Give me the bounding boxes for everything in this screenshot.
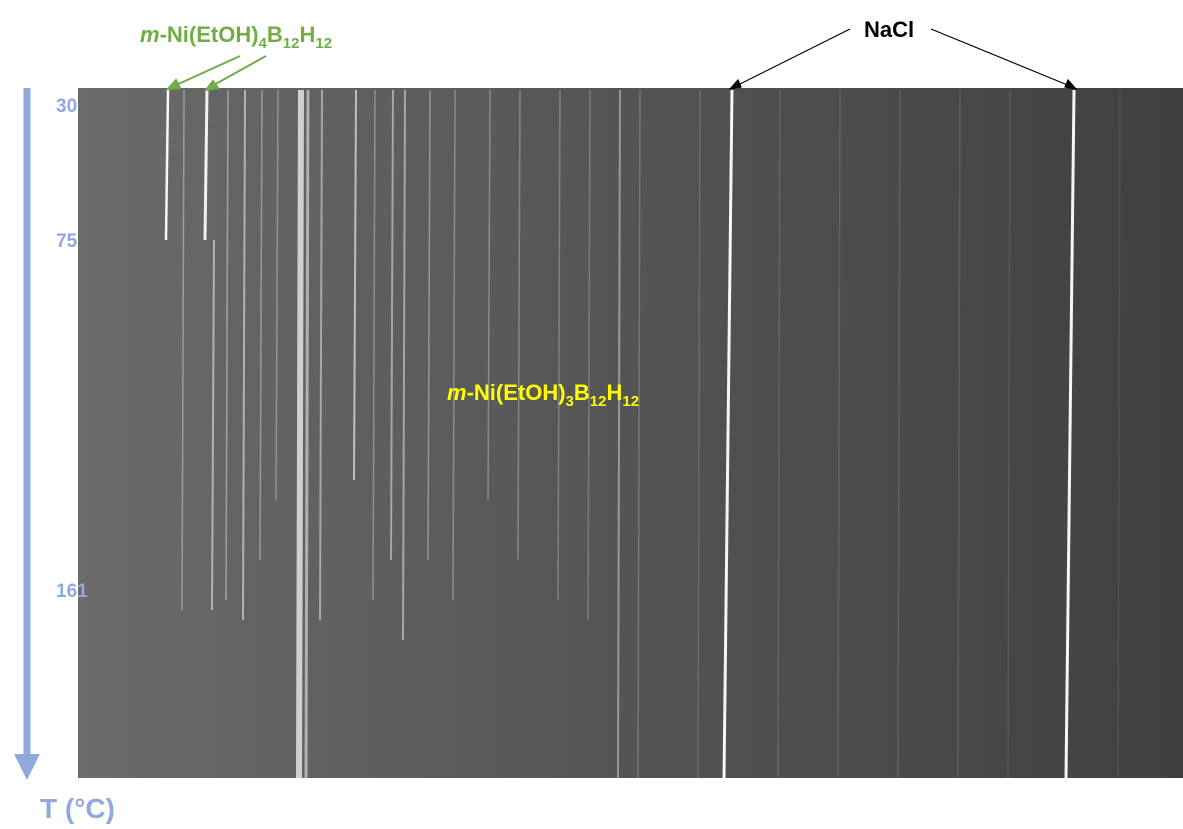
- tick-label: 161: [56, 581, 88, 602]
- streak: [306, 90, 308, 778]
- label-part: 12: [315, 35, 332, 52]
- temperature-arrowhead: [14, 754, 40, 780]
- phase-arrows: [168, 56, 266, 90]
- tick-label: 30: [56, 96, 77, 117]
- figure: m-Ni(EtOH)4B12H12 NaCl m-Ni(EtOH)3B12H12…: [0, 0, 1183, 829]
- label-part: 3: [566, 393, 574, 410]
- phase-label: m-Ni(EtOH)4B12H12: [140, 22, 332, 52]
- page: m-Ni(EtOH)4B12H12 NaCl m-Ni(EtOH)3B12H12…: [0, 0, 1183, 829]
- label-part: 12: [283, 35, 300, 52]
- phase-label: NaCl: [864, 17, 914, 42]
- label-part: -Ni(EtOH): [467, 380, 566, 405]
- streak: [205, 90, 207, 240]
- axis-label: T (°C): [40, 793, 115, 824]
- label-part: -Ni(EtOH): [160, 22, 259, 47]
- label-part: B: [267, 22, 283, 47]
- label-part: 12: [622, 393, 639, 410]
- label-part: B: [574, 380, 590, 405]
- label-part: H: [606, 380, 622, 405]
- tick-label: 75: [56, 231, 78, 252]
- label-part: m: [140, 22, 160, 47]
- label-part: H: [299, 22, 315, 47]
- streak: [299, 90, 301, 778]
- label-part: m: [447, 380, 467, 405]
- label-part: 12: [590, 393, 607, 410]
